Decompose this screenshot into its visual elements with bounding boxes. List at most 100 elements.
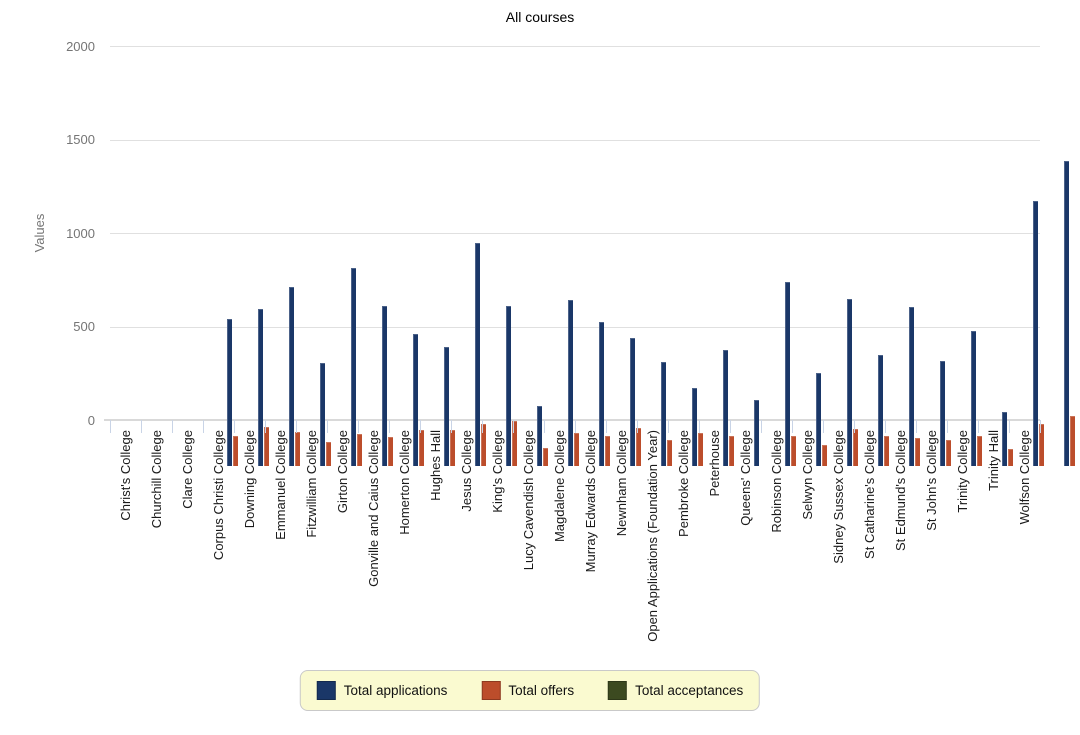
x-tick-separator (606, 420, 607, 433)
bar-total-offers-jesus-college[interactable] (574, 433, 579, 466)
bar-total-applications-newnham-college[interactable] (723, 350, 728, 466)
bar-total-offers-hughes-hall[interactable] (543, 448, 548, 466)
legend-label-total-acceptances: Total acceptances (635, 683, 744, 698)
x-tick-separator (358, 420, 359, 433)
bar-total-applications-st-catharine-s-college[interactable] (971, 331, 976, 466)
x-tick-separator (885, 420, 886, 433)
bar-group-magdalene-college (654, 92, 685, 466)
y-tick-label-500: 500 (73, 319, 95, 334)
bar-total-offers-st-edmund-s-college[interactable] (1008, 449, 1013, 466)
bar-total-applications-robinson-college[interactable] (878, 354, 883, 466)
bar-total-applications-king-s-college[interactable] (599, 322, 604, 466)
bar-total-offers-pembroke-college[interactable] (791, 436, 796, 466)
bar-total-applications-st-john-s-college[interactable] (1033, 200, 1038, 466)
bar-total-applications-clare-college[interactable] (289, 287, 294, 466)
bar-total-offers-sidney-sussex-college[interactable] (946, 439, 951, 466)
bar-group-jesus-college (561, 92, 592, 466)
bar-total-offers-queens-college[interactable] (853, 428, 858, 466)
legend-swatch-total-acceptances (608, 681, 628, 700)
bar-total-offers-trinity-college[interactable] (1070, 415, 1075, 466)
bar-total-applications-pembroke-college[interactable] (785, 281, 790, 466)
x-label-st-john-s-college: St John's College (923, 430, 939, 531)
bar-total-applications-magdalene-college[interactable] (661, 362, 666, 466)
bar-total-offers-downing-college[interactable] (357, 434, 362, 466)
bar-total-applications-girton-college[interactable] (444, 347, 449, 466)
legend-item-total-offers: Total offers (481, 681, 574, 700)
bar-group-king-s-college (592, 92, 623, 466)
bar-total-applications-hughes-hall[interactable] (537, 406, 542, 466)
bar-total-applications-emmanuel-college[interactable] (382, 306, 387, 466)
bar-total-applications-trinity-college[interactable] (1064, 161, 1069, 466)
bar-group-sidney-sussex-college (933, 92, 964, 466)
x-tick-separator (203, 420, 204, 433)
bar-total-applications-downing-college[interactable] (351, 267, 356, 466)
bar-total-applications-sidney-sussex-college[interactable] (940, 361, 945, 466)
bar-total-offers-king-s-college[interactable] (605, 436, 610, 466)
bar-group-newnham-college (716, 92, 747, 466)
x-tick-separator (420, 420, 421, 433)
bar-group-emmanuel-college (375, 92, 406, 466)
bar-total-applications-lucy-cavendish-college[interactable] (630, 337, 635, 466)
bar-total-applications-queens-college[interactable] (847, 298, 852, 466)
bar-total-applications-st-edmund-s-college[interactable] (1002, 411, 1007, 466)
bar-total-applications-open-applications-foundation-year[interactable] (754, 399, 759, 466)
x-label-fitzwilliam-college: Fitzwilliam College (303, 430, 319, 538)
bar-total-offers-magdalene-college[interactable] (667, 439, 672, 466)
bar-group-gonville-and-caius-college (468, 92, 499, 466)
bar-total-offers-girton-college[interactable] (450, 429, 455, 466)
bar-total-applications-christ-s-college[interactable] (227, 319, 232, 466)
bar-group-downing-college (344, 92, 375, 466)
bar-total-offers-robinson-college[interactable] (884, 436, 889, 466)
bar-total-offers-newnham-college[interactable] (729, 436, 734, 466)
bar-total-offers-lucy-cavendish-college[interactable] (636, 427, 641, 466)
bar-group-selwyn-college (902, 92, 933, 466)
bar-group-homerton-college (499, 92, 530, 466)
x-tick-separator (637, 420, 638, 433)
bar-group-hughes-hall (530, 92, 561, 466)
x-label-girton-college: Girton College (334, 430, 350, 514)
bar-total-offers-churchill-college[interactable] (264, 426, 269, 466)
x-tick-separator (823, 420, 824, 433)
bar-total-offers-st-catharine-s-college[interactable] (977, 436, 982, 466)
legend-swatch-total-offers (481, 681, 501, 700)
bar-total-offers-gonville-and-caius-college[interactable] (481, 423, 486, 466)
bar-group-fitzwilliam-college (406, 92, 437, 466)
bar-total-offers-emmanuel-college[interactable] (388, 437, 393, 466)
x-tick-separator (699, 420, 700, 433)
bar-total-applications-selwyn-college[interactable] (909, 307, 914, 466)
bar-total-offers-homerton-college[interactable] (512, 421, 517, 466)
bar-total-applications-gonville-and-caius-college[interactable] (475, 242, 480, 466)
legend-item-total-applications: Total applications (316, 681, 448, 700)
gridline-500 (110, 326, 1040, 328)
plot-area (110, 46, 1075, 466)
bar-total-offers-peterhouse[interactable] (822, 444, 827, 466)
bar-total-offers-corpus-christi-college[interactable] (326, 441, 331, 466)
x-label-selwyn-college: Selwyn College (799, 430, 815, 520)
x-tick-separator (513, 420, 514, 433)
bar-total-applications-fitzwilliam-college[interactable] (413, 334, 418, 466)
bar-group-queens-college (840, 92, 871, 466)
bar-total-applications-jesus-college[interactable] (568, 299, 573, 466)
bar-total-applications-murray-edwards-college[interactable] (692, 388, 697, 466)
bar-group-murray-edwards-college (685, 92, 716, 466)
bar-total-applications-peterhouse[interactable] (816, 373, 821, 466)
bar-total-offers-clare-college[interactable] (295, 432, 300, 466)
x-tick-separator (575, 420, 576, 433)
bar-total-applications-corpus-christi-college[interactable] (320, 363, 325, 466)
bar-total-offers-st-john-s-college[interactable] (1039, 423, 1044, 466)
bar-total-offers-christ-s-college[interactable] (233, 436, 238, 466)
bar-group-clare-college (282, 92, 313, 466)
y-tick-label-0: 0 (87, 412, 95, 428)
x-tick-separator (1040, 420, 1041, 433)
bar-total-offers-murray-edwards-college[interactable] (698, 433, 703, 466)
x-label-magdalene-college: Magdalene College (551, 430, 567, 543)
y-tick-label-1000: 1000 (66, 225, 95, 241)
x-tick-separator (296, 420, 297, 433)
x-tick-separator (854, 420, 855, 433)
bar-total-applications-homerton-college[interactable] (506, 306, 511, 466)
x-label-emmanuel-college: Emmanuel College (272, 430, 288, 540)
bar-total-offers-selwyn-college[interactable] (915, 437, 920, 466)
bar-total-offers-fitzwilliam-college[interactable] (419, 429, 424, 466)
bar-total-applications-churchill-college[interactable] (258, 308, 263, 466)
legend-label-total-applications: Total applications (343, 683, 448, 698)
